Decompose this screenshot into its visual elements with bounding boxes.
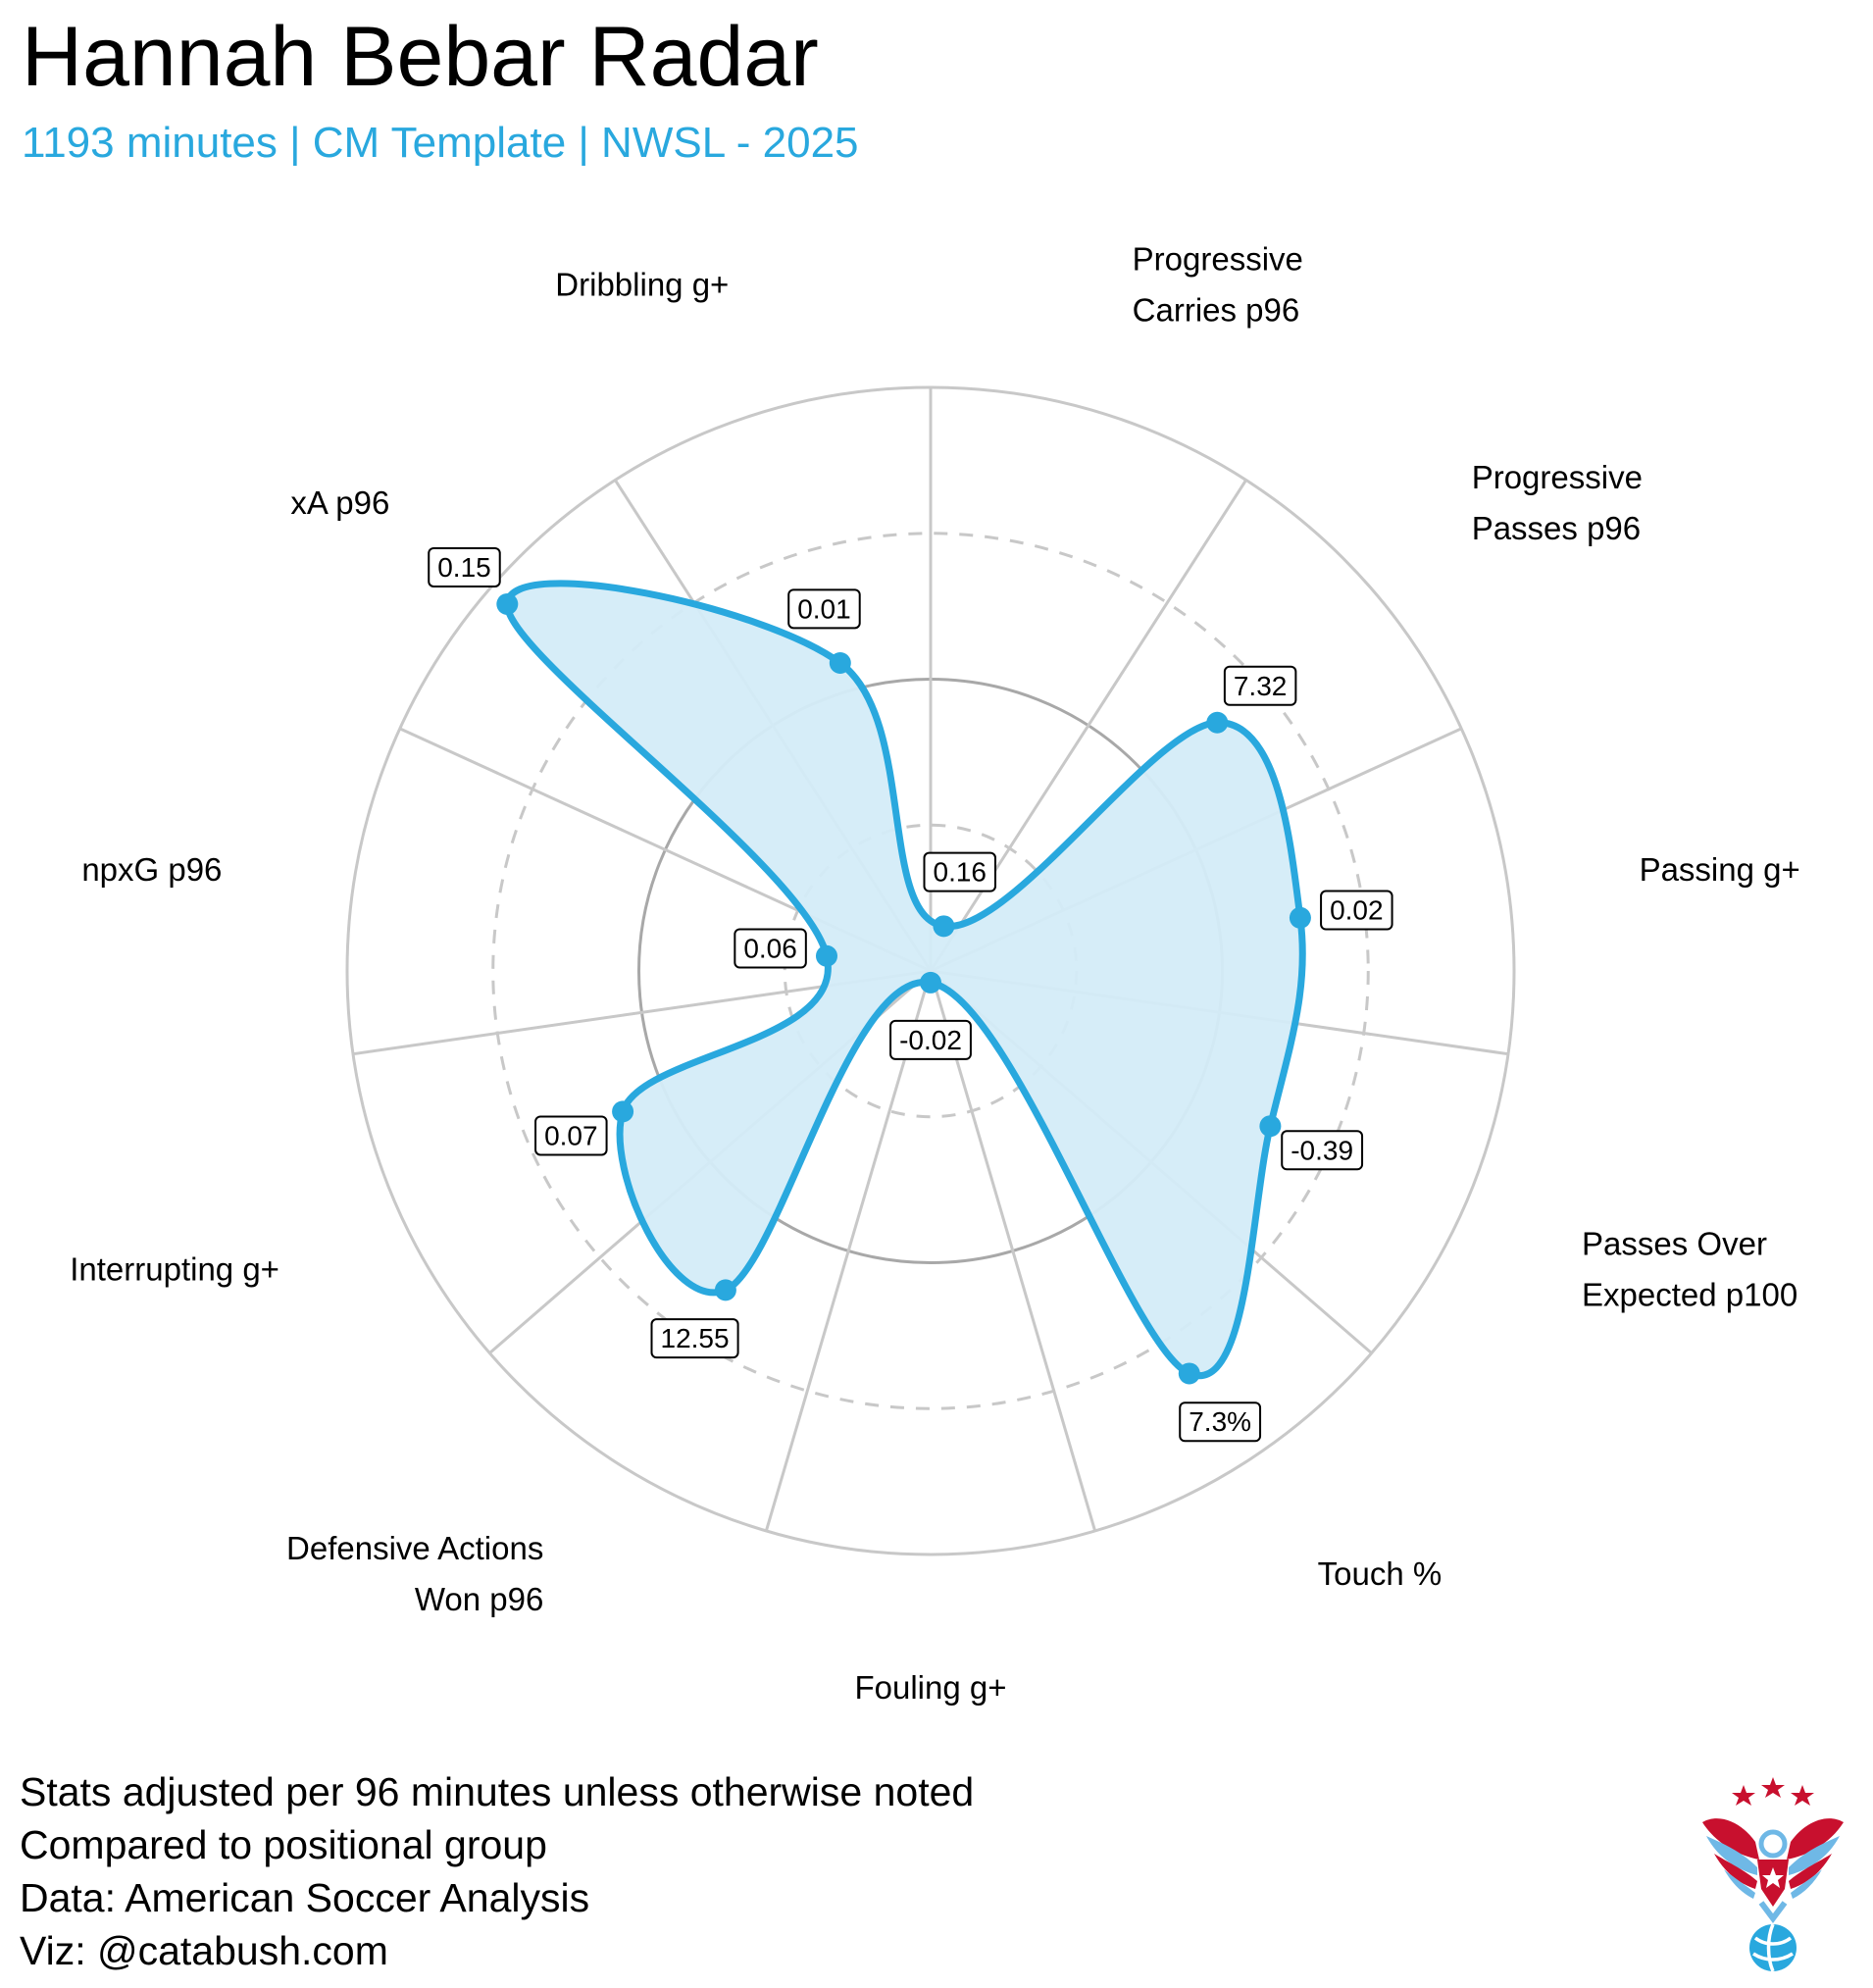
- value-label: -0.39: [1281, 1130, 1364, 1171]
- value-label-box: [1223, 665, 1297, 706]
- value-label: 12.55: [650, 1318, 739, 1359]
- radar-point: [496, 592, 519, 615]
- category-label: Dribbling g+: [555, 267, 729, 303]
- value-label-box: [1281, 1130, 1364, 1171]
- value-label-box: [889, 1019, 972, 1060]
- value-label-text: 0.02: [1330, 895, 1384, 926]
- value-label: 0.07: [534, 1115, 608, 1156]
- value-label-text: 12.55: [661, 1323, 730, 1353]
- value-label: 0.06: [734, 928, 807, 969]
- value-label-text: 7.32: [1234, 671, 1288, 701]
- eagle-logo-icon: [1702, 1777, 1844, 1972]
- footnotes: Stats adjusted per 96 minutes unless oth…: [20, 1765, 974, 1977]
- value-label-box: [650, 1318, 739, 1359]
- grid-spoke: [929, 970, 1097, 1532]
- category-label: Touch %: [1318, 1555, 1443, 1592]
- radar-point: [1178, 1362, 1200, 1385]
- category-label: Progressive Passes p96: [1472, 459, 1643, 546]
- value-label-text: 7.3%: [1189, 1406, 1251, 1437]
- footnote-viz-credit: Viz: @catabush.com: [20, 1928, 388, 1973]
- footnote-adjustment: Stats adjusted per 96 minutes unless oth…: [20, 1769, 975, 1814]
- category-label: Defensive Actions Won p96: [286, 1530, 543, 1617]
- radar-series-area: [503, 580, 1306, 1380]
- category-label: Passing g+: [1640, 851, 1800, 888]
- value-label-box: [1179, 1402, 1262, 1443]
- value-label-box: [428, 546, 501, 587]
- footnote-data-source: Data: American Soccer Analysis: [20, 1875, 590, 1920]
- value-label-text: 0.15: [437, 552, 491, 583]
- value-label: 0.02: [1320, 890, 1393, 931]
- radar-point: [1206, 711, 1229, 734]
- value-label-box: [1320, 890, 1393, 931]
- value-label-text: 0.07: [544, 1120, 598, 1150]
- value-label: 0.16: [923, 851, 997, 892]
- value-label: -0.02: [889, 1019, 972, 1060]
- category-label: Progressive Carries p96: [1133, 241, 1303, 329]
- radar-point: [815, 944, 837, 967]
- grid-spoke: [764, 970, 933, 1532]
- category-label: Interrupting g+: [70, 1250, 279, 1287]
- radar-point: [920, 971, 941, 994]
- value-label-text: -0.02: [899, 1025, 962, 1055]
- value-label-text: 0.01: [797, 593, 851, 624]
- category-label: npxG p96: [81, 851, 222, 888]
- value-label: 7.32: [1223, 665, 1297, 706]
- footnote-comparison: Compared to positional group: [20, 1822, 547, 1867]
- value-label-box: [787, 588, 861, 630]
- radar-point: [612, 1100, 634, 1123]
- value-label-text: 0.16: [934, 857, 987, 888]
- category-label: Passes Over Expected p100: [1582, 1225, 1797, 1312]
- grid-ring-75: [491, 532, 1370, 1410]
- value-label-box: [734, 928, 807, 969]
- value-label-box: [923, 851, 997, 892]
- radar-chart: 0.16 7.32 0.02 -0.39 7.3% -0.02 12.55 0.07 0.06 0…: [70, 241, 1800, 1706]
- radar-point: [933, 915, 955, 938]
- radar-labels: 0.16 7.32 0.02 -0.39 7.3% -0.02 12.55 0.07 0.06 0…: [70, 241, 1800, 1706]
- value-label: 0.01: [787, 588, 861, 630]
- radar-point: [829, 652, 851, 675]
- value-label-text: -0.39: [1291, 1135, 1353, 1165]
- radar-data: [496, 580, 1311, 1385]
- value-label-text: 0.06: [743, 934, 797, 964]
- radar-point: [1289, 906, 1311, 929]
- category-label: Fouling g+: [854, 1669, 1006, 1706]
- category-label: xA p96: [290, 484, 389, 521]
- chart-subtitle: 1193 minutes | CM Template | NWSL - 2025: [22, 119, 859, 167]
- chart-title: Hannah Bebar Radar: [22, 10, 819, 104]
- value-label: 0.15: [428, 546, 501, 587]
- value-label: 7.3%: [1179, 1402, 1262, 1443]
- radar-point: [714, 1279, 736, 1301]
- value-label-box: [534, 1115, 608, 1156]
- radar-point: [1259, 1115, 1282, 1138]
